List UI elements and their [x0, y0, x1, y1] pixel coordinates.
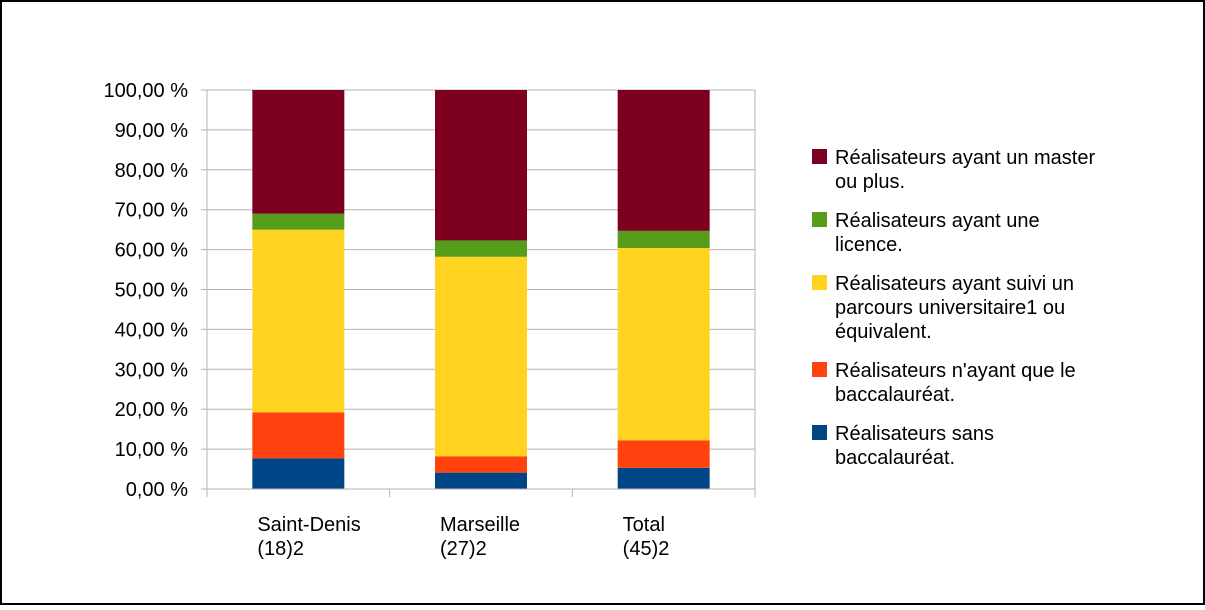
bar-segment: [435, 456, 527, 473]
legend-swatch: [812, 149, 827, 164]
bar-segment: [617, 467, 710, 489]
x-tick-labels: Saint-Denis (18)2 Marseille (27)2 Total (45)2: [257, 514, 669, 560]
legend: Réalisateurs ayant un master ou plus. Réal…: [812, 147, 1095, 469]
bar-segment: [617, 248, 710, 441]
legend-label: Réalisateurs ayant suivi un parcours univ…: [835, 273, 1074, 343]
y-tick-label: 80,00 %: [115, 160, 189, 182]
bar-segment: [435, 256, 527, 457]
legend-swatch: [812, 362, 827, 377]
y-tick-label: 30,00 %: [115, 359, 189, 381]
axes: [201, 89, 756, 497]
x-tick-label: Saint-Denis (18)2: [257, 514, 360, 560]
y-tick-label: 0,00 %: [126, 479, 188, 501]
y-tick-label: 70,00 %: [115, 200, 189, 222]
y-tick-label: 90,00 %: [115, 120, 189, 142]
y-tick-label: 40,00 %: [115, 319, 189, 341]
bar-segment: [252, 90, 345, 214]
legend-label: Réalisateurs sans baccalauréat.: [835, 423, 994, 469]
bar-segment: [252, 213, 345, 230]
x-tick-label: Marseille (27)2: [440, 514, 520, 560]
bar-segment: [252, 412, 345, 459]
y-tick-label: 100,00 %: [103, 80, 188, 102]
legend-swatch: [812, 275, 827, 290]
legend-label: Réalisateurs n'ayant que le baccalauréat.: [835, 360, 1076, 406]
bar-segment: [617, 90, 710, 231]
y-tick-label: 20,00 %: [115, 399, 189, 421]
bar-segment: [617, 440, 710, 468]
bars: [252, 90, 710, 489]
bar-segment: [252, 229, 345, 413]
legend-label: Réalisateurs ayant un master ou plus.: [835, 147, 1095, 193]
legend-swatch: [812, 212, 827, 227]
bar-segment: [617, 230, 710, 249]
y-tick-labels: 0,00 % 10,00 % 20,00 % 30,00 % 40,00 % 50,00 …: [103, 80, 188, 501]
x-tick-label: Total (45)2: [623, 514, 670, 560]
legend-swatch: [812, 425, 827, 440]
bar-segment: [435, 472, 527, 489]
legend-label: Réalisateurs ayant une licence.: [835, 210, 1040, 256]
bar-segment: [435, 90, 527, 241]
y-tick-label: 60,00 %: [115, 240, 189, 262]
bar-segment: [435, 240, 527, 257]
bar-segment: [252, 458, 345, 489]
y-tick-label: 10,00 %: [115, 439, 189, 461]
y-tick-label: 50,00 %: [115, 280, 189, 302]
